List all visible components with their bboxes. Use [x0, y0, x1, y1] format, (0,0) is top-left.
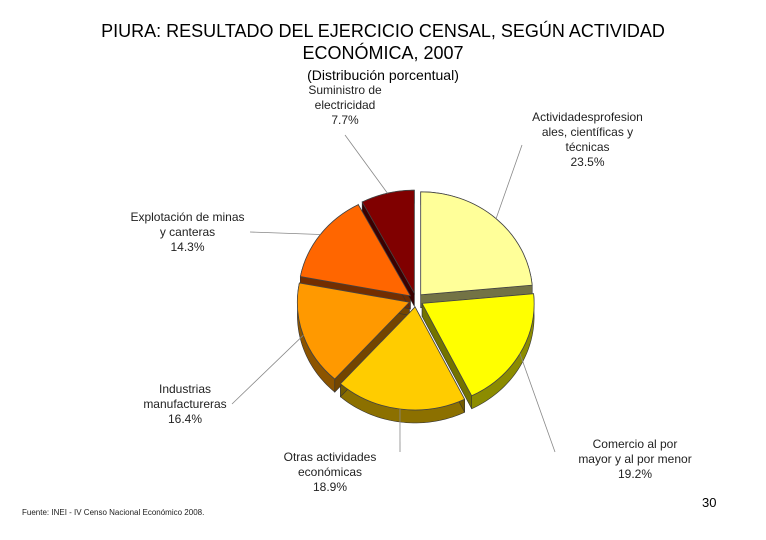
- leader-line-4: [249, 231, 321, 235]
- pie-slice-0: [420, 191, 533, 296]
- pie-slice-2: [339, 306, 466, 411]
- source-note: Fuente: INEI - IV Censo Nacional Económi…: [22, 508, 205, 517]
- leader-line-3: [231, 335, 304, 405]
- slice-label-0: Actividadesprofesion ales, científicas y…: [532, 110, 643, 169]
- chart-subtitle: (Distribución porcentual): [307, 67, 459, 83]
- page-number: 30: [702, 495, 717, 510]
- chart-title-line2: ECONÓMICA, 2007: [302, 43, 464, 63]
- pie-slice-5: [361, 189, 415, 295]
- leader-line-0: [495, 144, 523, 219]
- chart-title-line1: PIURA: RESULTADO DEL EJERCICIO CENSAL, S…: [101, 21, 665, 41]
- leader-line-5: [344, 134, 388, 194]
- slice-label-4: Explotación de minas y canteras 14.3%: [130, 210, 245, 254]
- slice-label-5: Suministro de electricidad 7.7%: [308, 83, 382, 127]
- slice-label-1: Comercio al por mayor y al por menor 19.…: [578, 437, 692, 481]
- leader-line-1: [519, 353, 556, 453]
- slice-label-2: Otras actividades económicas 18.9%: [283, 450, 377, 494]
- slice-label-3: Industrias manufactureras 16.4%: [143, 382, 227, 426]
- pie-slice-4: [299, 204, 412, 297]
